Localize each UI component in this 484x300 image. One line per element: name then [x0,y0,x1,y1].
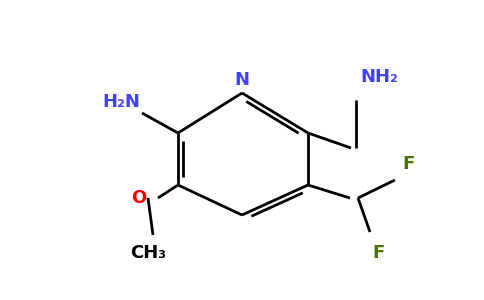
Text: N: N [235,71,249,89]
Text: F: F [372,244,384,262]
Text: O: O [131,189,146,207]
Text: NH₂: NH₂ [360,68,398,86]
Text: F: F [402,155,414,173]
Text: CH₃: CH₃ [130,244,166,262]
Text: H₂N: H₂N [102,93,140,111]
